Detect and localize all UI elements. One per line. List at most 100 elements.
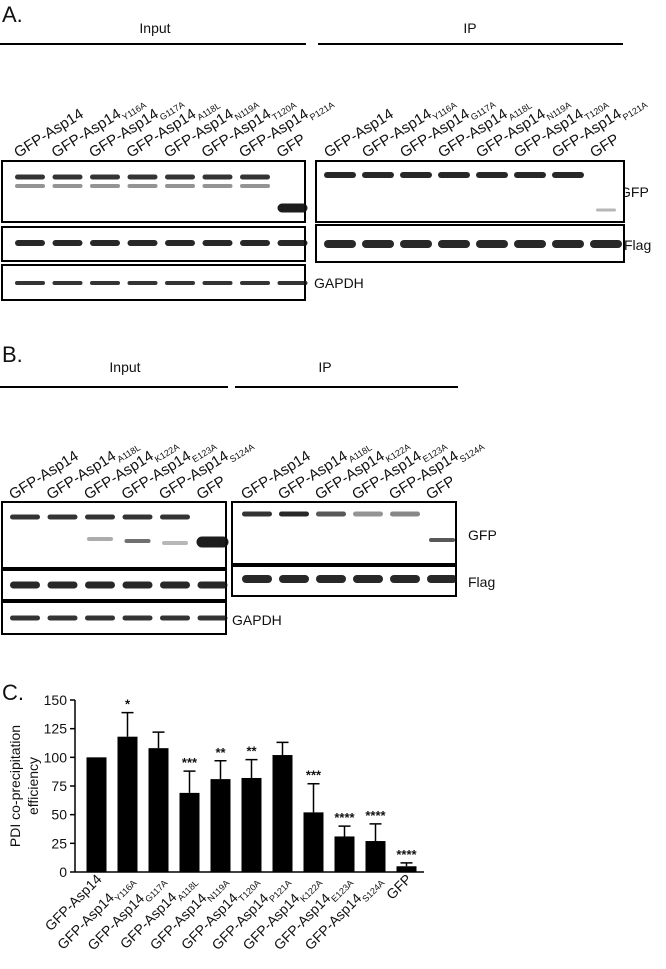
bar — [179, 792, 200, 872]
band — [277, 203, 308, 213]
group-label: Input — [139, 20, 170, 36]
band — [390, 575, 420, 583]
band — [240, 240, 270, 246]
band — [427, 575, 457, 583]
significance: **** — [396, 847, 417, 862]
band — [514, 240, 546, 248]
blot-label: GAPDH — [232, 612, 282, 628]
band — [90, 281, 120, 285]
blot-frame — [1, 501, 227, 569]
band — [362, 240, 394, 248]
blot-label: Flag — [468, 574, 495, 590]
y-tick-label: 75 — [51, 778, 67, 794]
band — [202, 281, 233, 285]
y-axis-label: PDI co-precipitation — [7, 725, 23, 847]
band — [160, 514, 190, 520]
band — [242, 575, 272, 583]
significance: ** — [246, 744, 257, 759]
label-text: GFP — [383, 871, 415, 903]
band — [15, 281, 45, 285]
significance: **** — [365, 808, 386, 823]
band — [400, 172, 432, 178]
band — [127, 240, 158, 246]
error-bar — [276, 741, 289, 756]
band — [476, 240, 508, 248]
group-label: IP — [318, 359, 331, 375]
significance: **** — [334, 810, 355, 825]
band — [85, 581, 115, 589]
panel-label: C. — [2, 680, 24, 705]
y-axis-label: efficiency — [25, 757, 41, 815]
blot-frame — [315, 160, 625, 223]
band — [162, 541, 188, 545]
band — [10, 581, 40, 589]
band — [127, 174, 158, 180]
band — [10, 615, 40, 621]
band — [15, 240, 45, 246]
band — [90, 240, 120, 246]
band — [15, 184, 45, 188]
band — [324, 172, 356, 178]
band — [90, 174, 120, 180]
error-bar — [214, 760, 227, 780]
error-bar — [152, 731, 165, 749]
band — [362, 172, 394, 178]
band — [165, 281, 195, 285]
bar — [334, 836, 355, 872]
band — [160, 615, 190, 621]
significance: ** — [215, 745, 226, 760]
band — [47, 615, 78, 621]
y-tick-label: 125 — [44, 721, 68, 737]
band — [277, 281, 308, 285]
band — [122, 615, 153, 621]
band — [52, 174, 83, 180]
band — [438, 172, 470, 178]
bar — [86, 757, 107, 872]
band — [596, 208, 616, 212]
label-subscript: P121A — [621, 100, 649, 123]
band — [353, 511, 383, 517]
blot-label: Flag — [624, 237, 651, 253]
band — [165, 240, 195, 246]
significance: * — [125, 697, 131, 712]
band — [197, 581, 228, 589]
band — [87, 537, 113, 541]
significance: *** — [306, 768, 322, 783]
y-tick-label: 100 — [44, 749, 68, 765]
band — [316, 575, 346, 583]
error-bar — [307, 782, 320, 813]
y-tick-label: 150 — [44, 692, 68, 708]
bar — [303, 812, 324, 872]
band — [242, 511, 272, 517]
error-bar — [121, 711, 134, 737]
label-subscript: S124A — [228, 442, 256, 465]
error-bar — [369, 823, 382, 842]
band — [196, 536, 229, 548]
band — [240, 184, 270, 188]
bar — [272, 755, 293, 872]
bar — [117, 736, 138, 872]
error-bar — [183, 770, 196, 793]
significance: *** — [182, 755, 198, 770]
band — [160, 581, 190, 589]
lane-label: GFP — [383, 871, 415, 903]
band — [552, 240, 584, 248]
band — [124, 539, 151, 543]
y-tick-label: 0 — [59, 864, 67, 880]
band — [165, 174, 195, 180]
band — [10, 514, 40, 520]
band — [476, 172, 508, 178]
error-bar — [338, 825, 351, 837]
group-label: IP — [463, 20, 476, 36]
band — [47, 581, 78, 589]
blot-frame — [231, 501, 457, 565]
error-bar — [400, 862, 413, 867]
band — [400, 240, 432, 248]
band — [122, 514, 153, 520]
band — [15, 174, 45, 180]
band — [514, 172, 546, 178]
band — [279, 575, 309, 583]
label-subscript: S124A — [458, 442, 486, 465]
panel-label: B. — [2, 342, 23, 367]
label-subscript: P121A — [308, 100, 336, 123]
